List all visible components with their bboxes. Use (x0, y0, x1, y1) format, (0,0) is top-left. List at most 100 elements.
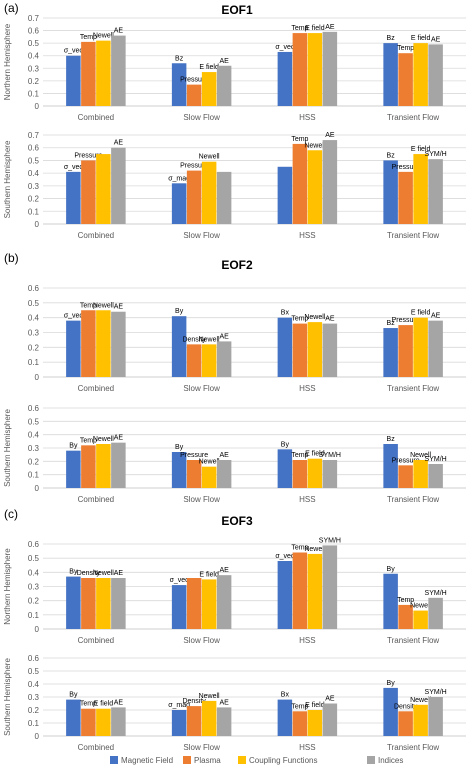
bar (292, 552, 308, 629)
bar (383, 160, 398, 224)
bar-data-label: By (387, 566, 396, 573)
bar-data-label: Pressure (180, 77, 208, 84)
bar (413, 154, 428, 224)
bar-data-label: AE (325, 24, 335, 31)
x-tick-label: Combined (78, 636, 114, 645)
bar-data-label: Newell (199, 336, 220, 343)
bar (292, 460, 308, 488)
bar-data-label: SYM/H (319, 537, 341, 544)
bar-data-label: Temp (291, 136, 308, 143)
bar-data-label: AE (114, 699, 124, 706)
bar-data-label: Temp (291, 452, 308, 459)
bar-data-label: E field (411, 35, 431, 42)
x-tick-label: Transient Flow (387, 743, 439, 752)
x-tick-label: Transient Flow (387, 495, 439, 504)
bar (171, 183, 187, 224)
bar (111, 35, 126, 106)
y-tick-label: 0.2 (28, 706, 40, 715)
legend-swatch (183, 756, 191, 764)
bar (186, 344, 202, 377)
bar-data-label: Bx (281, 692, 290, 699)
bar (413, 460, 428, 488)
x-tick-label: Transient Flow (387, 231, 439, 240)
x-tick-label: Combined (78, 231, 114, 240)
bar (307, 553, 323, 629)
bar-data-label: Bz (387, 35, 396, 42)
bar (81, 41, 96, 107)
bar (81, 708, 96, 736)
y-tick-label: 0.6 (28, 540, 40, 549)
bar (398, 171, 413, 224)
y-tick-label: 0.4 (28, 680, 40, 689)
y-tick-label: 0.1 (28, 207, 40, 216)
bar (66, 699, 81, 736)
bar-data-label: Density (394, 703, 418, 710)
bar-data-label: Bz (387, 320, 396, 327)
bar-data-label: AE (325, 132, 335, 139)
bar (277, 699, 293, 736)
bar (186, 706, 202, 736)
bar (307, 33, 323, 107)
bar-data-label: Pressure (392, 164, 420, 171)
legend-swatch (238, 756, 246, 764)
bar (292, 143, 308, 224)
legend-label: Coupling Functions (249, 756, 317, 765)
bar (111, 442, 126, 488)
bar-data-label: SYM/H (319, 452, 341, 459)
bar-data-label: Newell (93, 436, 114, 443)
y-tick-label: 0.2 (28, 195, 40, 204)
bar (383, 573, 398, 629)
y-tick-label: 0.6 (28, 284, 40, 293)
bar (398, 711, 413, 736)
bar (81, 578, 96, 629)
x-tick-label: Combined (78, 384, 114, 393)
bar (186, 460, 202, 488)
y-tick-label: 0.5 (28, 156, 40, 165)
chart-title: EOF2 (221, 258, 253, 272)
x-tick-label: HSS (299, 231, 315, 240)
bar-data-label: Newell (304, 546, 325, 553)
y-tick-label: 0.3 (28, 64, 40, 73)
bar-data-label: By (387, 680, 396, 687)
y-axis-label: Southern Hemisphere (3, 409, 12, 487)
bar-data-label: E field (305, 702, 325, 709)
bar (111, 311, 126, 377)
bar-data-label: Bx (281, 310, 290, 317)
x-tick-label: Transient Flow (387, 636, 439, 645)
bar (277, 51, 293, 106)
bar-data-label: Pressure (180, 163, 208, 170)
bar (96, 444, 111, 488)
bar-data-label: Temp (80, 34, 97, 41)
bar (292, 323, 308, 377)
y-tick-label: 0 (35, 102, 40, 111)
bar-data-label: σ_vec (64, 48, 84, 55)
bar-data-label: Newell (410, 697, 431, 704)
bar (216, 171, 232, 224)
bar (201, 161, 217, 224)
bar (413, 43, 428, 106)
bar (201, 579, 217, 629)
bar-data-label: Temp (291, 545, 308, 552)
y-tick-label: 0 (35, 484, 40, 493)
bar-data-label: Temp (291, 703, 308, 710)
bar (428, 597, 443, 629)
panel-letter: (c) (4, 507, 18, 521)
bar (398, 604, 413, 629)
bar-data-label: Pressure (392, 317, 420, 324)
x-tick-label: HSS (299, 743, 315, 752)
bar-data-label: AE (431, 36, 441, 43)
x-tick-label: Combined (78, 113, 114, 122)
y-tick-label: 0.6 (28, 404, 40, 413)
bar-data-label: Pressure (74, 152, 102, 159)
y-tick-label: 0.1 (28, 471, 40, 480)
bar-data-label: SYM/H (425, 456, 447, 463)
bar-data-label: AE (114, 570, 124, 577)
bar-data-label: SYM/H (425, 689, 447, 696)
bar-data-label: σ_vec (64, 164, 84, 171)
bar (201, 344, 217, 377)
bar (413, 317, 428, 377)
bar-data-label: E field (305, 25, 325, 32)
bar-data-label: By (69, 569, 78, 576)
bar-data-label: Newell (93, 302, 114, 309)
y-tick-label: 0.2 (28, 597, 40, 606)
